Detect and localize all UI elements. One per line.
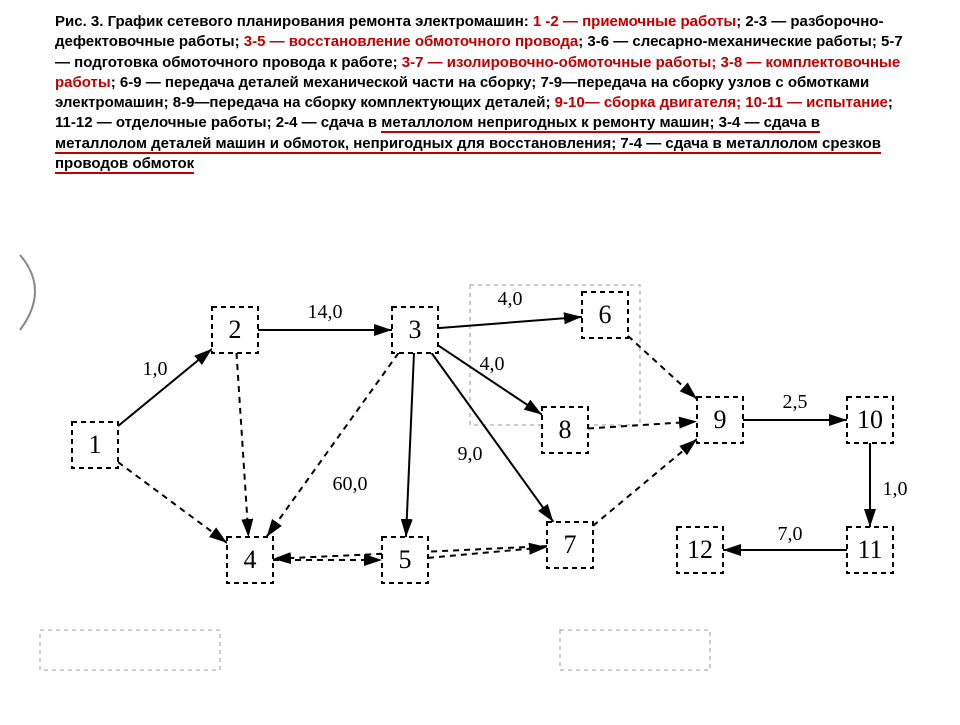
node-label-1: 1 bbox=[89, 430, 102, 459]
node-label-8: 8 bbox=[559, 415, 572, 444]
edge-label-3-7: 9,0 bbox=[458, 443, 483, 465]
node-label-12: 12 bbox=[687, 535, 713, 564]
node-label-3: 3 bbox=[409, 315, 422, 344]
edge-3-5 bbox=[406, 353, 414, 537]
edge-label-11-12: 7,0 bbox=[778, 523, 803, 545]
caption-9-10: 9-10— сборка двигателя; 10-11 — испытани… bbox=[555, 94, 888, 111]
edge-label-3-5: 60,0 bbox=[333, 473, 368, 495]
edge-label-2-3: 14,0 bbox=[308, 301, 343, 323]
edge-label-1-2: 1,0 bbox=[143, 358, 168, 380]
edge-3-4 bbox=[267, 353, 399, 537]
nodes-group: 123456789101112 bbox=[72, 292, 893, 583]
caption-3-6: ; 3-6 — слесарно-механические работы; bbox=[578, 33, 881, 50]
edge-label-9-10: 2,5 bbox=[783, 391, 808, 413]
caption-3-5: 3-5 — восстановление обмоточного провода bbox=[244, 33, 579, 50]
node-label-7: 7 bbox=[564, 530, 577, 559]
node-label-5: 5 bbox=[399, 545, 412, 574]
node-label-10: 10 bbox=[857, 405, 883, 434]
edge-3-7 bbox=[432, 353, 554, 522]
network-diagram: 123456789101112 1,014,04,04,09,060,02,51… bbox=[0, 250, 960, 720]
node-label-6: 6 bbox=[599, 300, 612, 329]
edge-label-10-11: 1,0 bbox=[883, 478, 908, 500]
caption-title: Рис. 3. График сетевого планирования рем… bbox=[55, 13, 533, 30]
node-label-4: 4 bbox=[244, 545, 257, 574]
edge-label-3-8: 4,0 bbox=[480, 353, 505, 375]
edge-7-9 bbox=[593, 439, 697, 526]
node-label-9: 9 bbox=[714, 405, 727, 434]
node-label-2: 2 bbox=[229, 315, 242, 344]
caption-1-2: 1 -2 — приемочные работы bbox=[533, 13, 736, 30]
edge-1-4 bbox=[118, 462, 227, 543]
edge-2-4 bbox=[237, 353, 249, 537]
edge-3-6 bbox=[438, 317, 582, 328]
figure-caption: Рис. 3. График сетевого планирования рем… bbox=[55, 12, 905, 174]
node-label-11: 11 bbox=[857, 535, 882, 564]
edge-label-3-6: 4,0 bbox=[498, 288, 523, 310]
edge-6-9 bbox=[628, 336, 697, 399]
